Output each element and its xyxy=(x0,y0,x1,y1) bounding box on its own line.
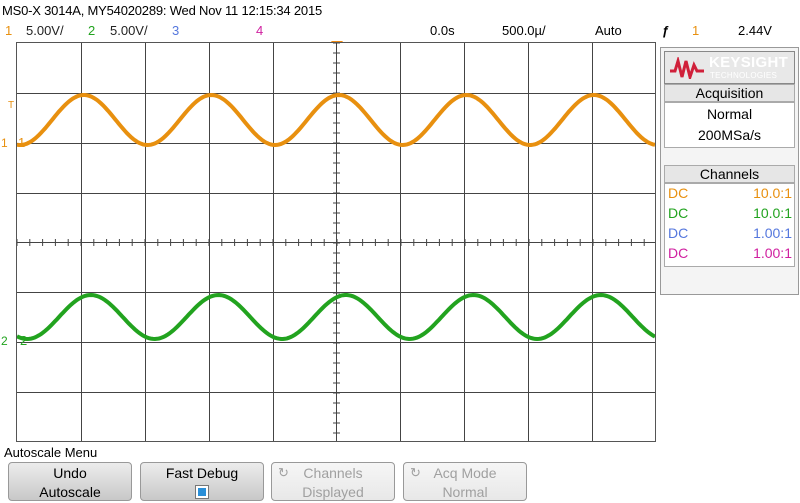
menu-title: Autoscale Menu xyxy=(4,445,98,460)
ch1-coupling: DC xyxy=(668,185,689,201)
ch3-number[interactable]: 3 xyxy=(172,23,180,38)
ch2-coupling: DC xyxy=(668,205,689,221)
channel-row-1: DC 10.0:1 xyxy=(665,184,796,204)
keysight-wave-icon xyxy=(670,57,704,79)
ch4-number[interactable]: 4 xyxy=(256,23,264,38)
ch2-number[interactable]: 2 xyxy=(88,23,96,38)
ch1-ground-marker[interactable]: 1 xyxy=(1,136,8,150)
acquisition-info[interactable]: Normal 200MSa/s xyxy=(664,102,795,148)
channel-row-4: DC 1.00:1 xyxy=(665,244,796,264)
ch1-waveform xyxy=(17,92,655,148)
ch4-probe: 1.00:1 xyxy=(753,245,792,261)
channel-row-2: DC 10.0:1 xyxy=(665,204,796,224)
ch1-label: 1 xyxy=(18,135,26,150)
channels-heading: Channels xyxy=(664,165,795,183)
rotate-knob-icon: ↻ xyxy=(410,465,421,480)
logo-sub: TECHNOLOGIES xyxy=(710,71,778,80)
waveform-traces xyxy=(17,43,655,434)
ch1-probe: 10.0:1 xyxy=(753,185,792,201)
waveform-display[interactable] xyxy=(16,42,656,442)
trigger-level-marker[interactable]: T xyxy=(8,100,15,111)
acquisition-heading: Acquisition xyxy=(664,84,795,102)
softkey-sublabel: Normal xyxy=(442,484,488,500)
ch2-waveform xyxy=(17,292,655,342)
fast-debug-checkbox[interactable] xyxy=(195,485,209,499)
trigger-level[interactable]: 2.44V xyxy=(738,23,772,38)
ch2-probe: 10.0:1 xyxy=(753,205,792,221)
window-title: MS0-X 3014A, MY54020289: Wed Nov 11 12:1… xyxy=(2,3,322,18)
time-scale[interactable]: 500.0µ/ xyxy=(502,23,546,38)
softkey-label: Fast Debug xyxy=(165,465,239,481)
ch2-scale[interactable]: 5.00V/ xyxy=(110,23,148,38)
trigger-edge-icon: ƒ xyxy=(662,23,670,38)
trigger-source[interactable]: 1 xyxy=(692,23,700,38)
ch3-probe: 1.00:1 xyxy=(753,225,792,241)
channels-info[interactable]: DC 10.0:1 DC 10.0:1 DC 1.00:1 DC 1.00:1 xyxy=(664,183,795,267)
keysight-logo: KEYSIGHT TECHNOLOGIES xyxy=(664,51,795,84)
rotate-knob-icon: ↻ xyxy=(278,465,289,480)
ch2-label: 2 xyxy=(20,333,28,348)
channel-row-3: DC 1.00:1 xyxy=(665,224,796,244)
softkey-label: Undo xyxy=(53,465,87,481)
undo-autoscale-button[interactable]: Undo Autoscale xyxy=(8,462,132,501)
softkey-sublabel: Autoscale xyxy=(39,484,101,500)
ch4-coupling: DC xyxy=(668,245,689,261)
channels-displayed-button[interactable]: ↻ Channels Displayed xyxy=(271,462,395,501)
acquisition-mode: Normal xyxy=(706,106,753,122)
ch1-scale[interactable]: 5.00V/ xyxy=(26,23,64,38)
logo-brand: KEYSIGHT xyxy=(709,54,789,71)
checkbox-fill-icon xyxy=(198,488,206,496)
info-side-panel: KEYSIGHT TECHNOLOGIES Acquisition Normal… xyxy=(660,47,799,295)
softkey-label: Acq Mode xyxy=(433,465,497,481)
status-bar: 1 5.00V/ 2 5.00V/ 3 4 0.0s 500.0µ/ Auto … xyxy=(0,22,800,42)
acquisition-rate: 200MSa/s xyxy=(697,127,762,143)
softkey-label: Channels xyxy=(303,465,363,481)
acq-mode-button[interactable]: ↻ Acq Mode Normal xyxy=(403,462,527,501)
time-delay[interactable]: 0.0s xyxy=(430,23,455,38)
ch1-number[interactable]: 1 xyxy=(5,23,13,38)
softkey-sublabel: Displayed xyxy=(302,484,364,500)
ch3-coupling: DC xyxy=(668,225,689,241)
trigger-mode[interactable]: Auto xyxy=(595,23,622,38)
ch2-ground-marker[interactable]: 2 xyxy=(1,334,8,348)
fast-debug-button[interactable]: Fast Debug xyxy=(140,462,264,501)
